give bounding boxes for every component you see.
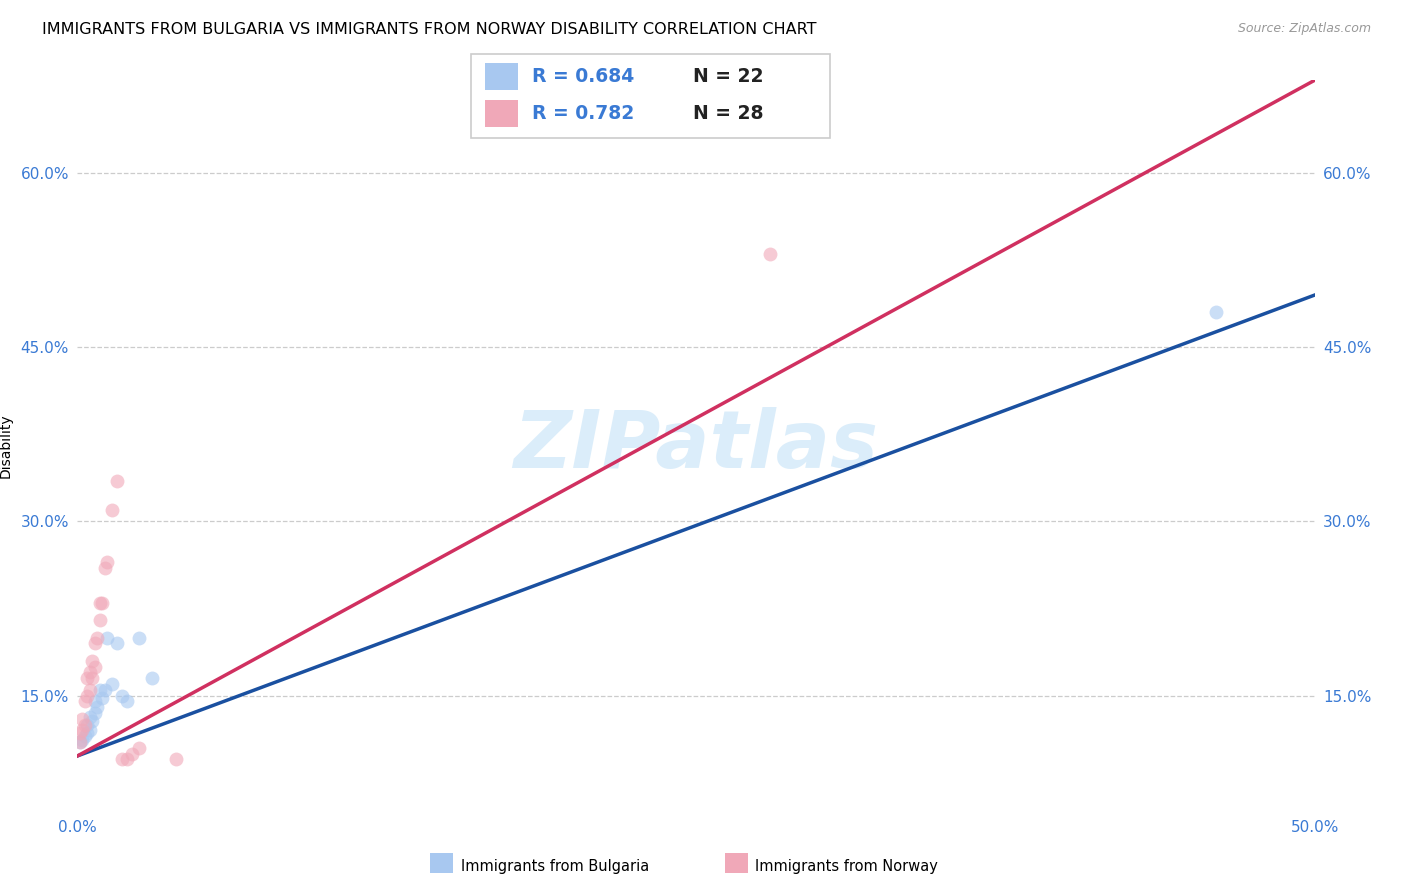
Point xyxy=(69,735,91,749)
Point xyxy=(76,671,98,685)
Point xyxy=(73,729,96,743)
Point xyxy=(83,659,105,673)
FancyBboxPatch shape xyxy=(485,62,517,90)
Y-axis label: Disability: Disability xyxy=(0,414,13,478)
Point xyxy=(105,636,128,650)
Point xyxy=(115,694,138,708)
Point xyxy=(79,723,101,738)
Point xyxy=(69,735,91,749)
Point xyxy=(89,613,111,627)
Point xyxy=(91,596,114,610)
FancyBboxPatch shape xyxy=(471,54,830,138)
Point xyxy=(83,694,105,708)
Text: R = 0.684: R = 0.684 xyxy=(531,67,634,86)
Point xyxy=(165,752,187,766)
Point xyxy=(101,503,124,517)
Point xyxy=(83,636,105,650)
Point xyxy=(69,725,91,739)
Point xyxy=(105,474,128,488)
Point xyxy=(121,747,143,761)
Point xyxy=(101,677,124,691)
Point xyxy=(72,723,94,738)
Point xyxy=(111,752,134,766)
Point xyxy=(72,712,94,726)
Point xyxy=(1205,305,1227,319)
Point xyxy=(759,247,782,261)
Point xyxy=(128,631,150,645)
Text: R = 0.782: R = 0.782 xyxy=(531,104,634,123)
Point xyxy=(89,682,111,697)
Point xyxy=(72,732,94,747)
Point xyxy=(86,631,108,645)
Point xyxy=(82,671,104,685)
Point xyxy=(83,706,105,720)
Text: ZIPatlas: ZIPatlas xyxy=(513,407,879,485)
Point xyxy=(73,717,96,731)
Point xyxy=(93,682,115,697)
Point xyxy=(96,555,118,569)
Text: N = 28: N = 28 xyxy=(693,104,763,123)
FancyBboxPatch shape xyxy=(485,100,517,128)
Point xyxy=(111,689,134,703)
Point xyxy=(96,631,118,645)
Point xyxy=(115,752,138,766)
Point xyxy=(91,690,114,705)
Point xyxy=(128,740,150,755)
Point xyxy=(76,689,98,703)
FancyBboxPatch shape xyxy=(725,853,748,872)
Point xyxy=(79,682,101,697)
Point xyxy=(86,700,108,714)
Point xyxy=(89,596,111,610)
Text: Immigrants from Norway: Immigrants from Norway xyxy=(755,859,938,873)
Text: Immigrants from Bulgaria: Immigrants from Bulgaria xyxy=(461,859,650,873)
Point xyxy=(76,717,98,731)
Point xyxy=(141,671,163,685)
Point xyxy=(82,714,104,728)
Point xyxy=(76,725,98,739)
Point xyxy=(73,694,96,708)
Point xyxy=(82,654,104,668)
Point xyxy=(93,561,115,575)
Point xyxy=(79,665,101,680)
Text: Source: ZipAtlas.com: Source: ZipAtlas.com xyxy=(1237,22,1371,36)
Point xyxy=(79,709,101,723)
Text: N = 22: N = 22 xyxy=(693,67,763,86)
Text: IMMIGRANTS FROM BULGARIA VS IMMIGRANTS FROM NORWAY DISABILITY CORRELATION CHART: IMMIGRANTS FROM BULGARIA VS IMMIGRANTS F… xyxy=(42,22,817,37)
FancyBboxPatch shape xyxy=(430,853,453,872)
